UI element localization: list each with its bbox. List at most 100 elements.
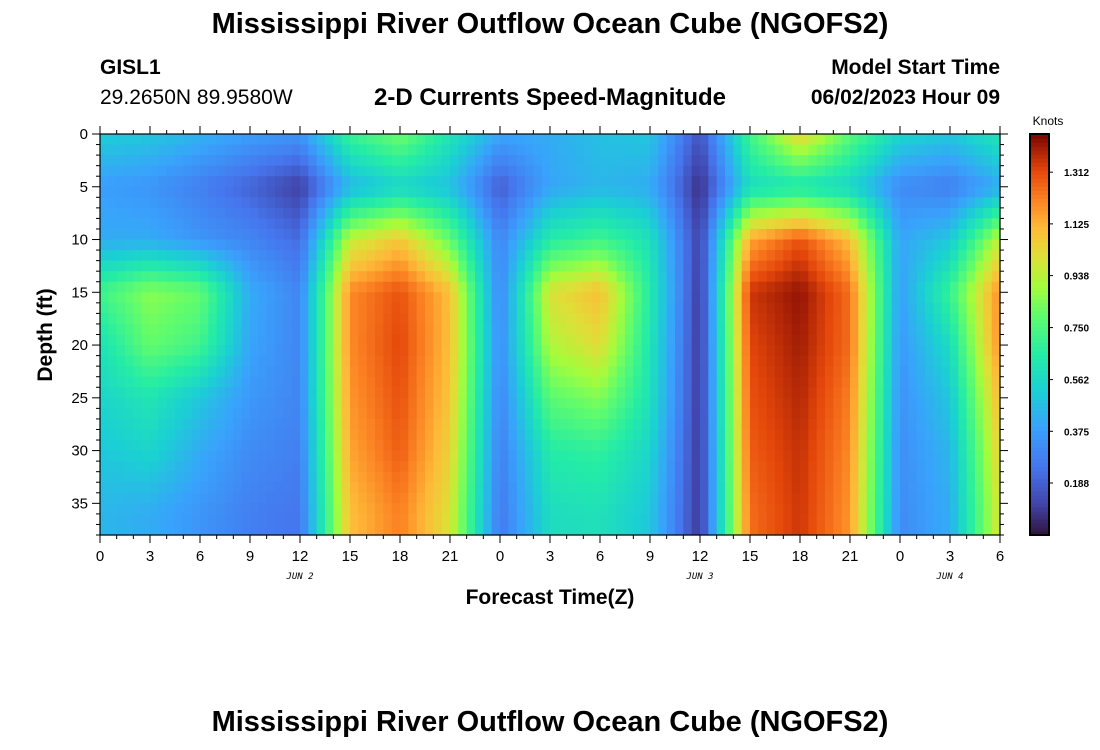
heatmap-cell [841,471,851,483]
heatmap-cell [158,513,168,526]
heatmap-cell [933,366,943,378]
heatmap-cell [883,492,893,504]
heatmap-cell [333,197,343,209]
colorbar-swatch [1030,238,1049,243]
heatmap-cell [241,281,251,293]
heatmap-cell [966,134,976,146]
heatmap-cell [258,176,268,188]
heatmap-cell [841,408,851,420]
heatmap-cell [441,271,451,283]
heatmap-cell [908,260,918,272]
heatmap-cell [583,503,593,515]
heatmap-cell [108,260,118,272]
heatmap-cell [900,155,909,167]
heatmap-cell [525,176,534,188]
heatmap-cell [375,239,384,251]
heatmap-cell [150,134,159,146]
heatmap-cell [766,461,776,473]
heatmap-cell [166,176,176,188]
heatmap-cell [883,345,893,357]
heatmap-cell [433,397,443,409]
colorbar-tick-label: 0.562 [1064,376,1089,387]
heatmap-cell [100,197,109,209]
heatmap-cell [408,302,418,314]
heatmap-cell [891,155,901,167]
heatmap-cell [908,471,918,483]
heatmap-cell [791,207,801,220]
heatmap-cell [833,207,843,220]
heatmap-cell [241,155,251,167]
heatmap-cell [975,513,984,526]
heatmap-cell [733,323,743,336]
heatmap-cell [466,524,476,536]
heatmap-cell [366,334,376,346]
heatmap-cell [525,461,534,473]
heatmap-cell [291,471,301,483]
heatmap-cell [233,281,243,293]
heatmap-cell [858,429,868,441]
heatmap-cell [158,408,168,420]
heatmap-cell [366,492,376,504]
heatmap-cell [975,429,984,441]
heatmap-cell [450,366,459,378]
heatmap-cell [100,176,109,188]
heatmap-cell [958,345,968,357]
heatmap-cell [141,260,151,272]
heatmap-cell [500,207,509,220]
heatmap-cell [591,144,601,156]
heatmap-cell [416,186,426,198]
heatmap-cell [883,418,893,431]
colorbar-swatch [1030,502,1049,508]
heatmap-cell [783,292,793,304]
heatmap-cell [633,323,643,336]
heatmap-cell [858,524,868,536]
heatmap-cell [375,492,384,504]
heatmap-cell [733,281,743,293]
heatmap-cell [241,165,251,177]
heatmap-cell [966,260,976,272]
heatmap-cell [116,366,126,378]
heatmap-cell [583,461,593,473]
heatmap-cell [158,440,168,452]
heatmap-cell [366,397,376,409]
heatmap-cell [166,408,176,420]
heatmap-cell [908,281,918,293]
heatmap-cell [966,144,976,156]
heatmap-cell [116,155,126,167]
heatmap-cell [958,176,968,188]
heatmap-cell [483,292,493,304]
heatmap-cell [791,366,801,378]
heatmap-cell [175,429,184,441]
heatmap-cell [408,144,418,156]
heatmap-cell [483,155,493,167]
heatmap-cell [975,387,984,399]
heatmap-cell [708,376,718,388]
heatmap-cell [783,408,793,420]
heatmap-cell [508,355,518,367]
heatmap-cell [508,440,518,452]
heatmap-cell [733,144,743,156]
heatmap-cell [383,302,393,314]
heatmap-cell [566,292,576,304]
heatmap-cell [266,376,276,388]
heatmap-cell [825,387,834,399]
heatmap-cell [950,218,959,230]
heatmap-cell [716,345,726,357]
heatmap-cell [683,334,693,346]
heatmap-cell [875,503,884,515]
heatmap-cell [183,260,193,272]
heatmap-cell [216,323,226,336]
heatmap-cell [600,228,609,241]
heatmap-cell [875,302,884,314]
heatmap-cell [225,418,234,431]
heatmap-cell [950,513,959,526]
heatmap-cell [783,313,793,325]
heatmap-cell [391,408,401,420]
heatmap-cell [183,492,193,504]
heatmap-cell [500,292,509,304]
heatmap-cell [425,440,434,452]
heatmap-cell [325,376,334,388]
heatmap-cell [608,355,618,367]
heatmap-cell [808,302,818,314]
heatmap-cell [691,524,701,536]
